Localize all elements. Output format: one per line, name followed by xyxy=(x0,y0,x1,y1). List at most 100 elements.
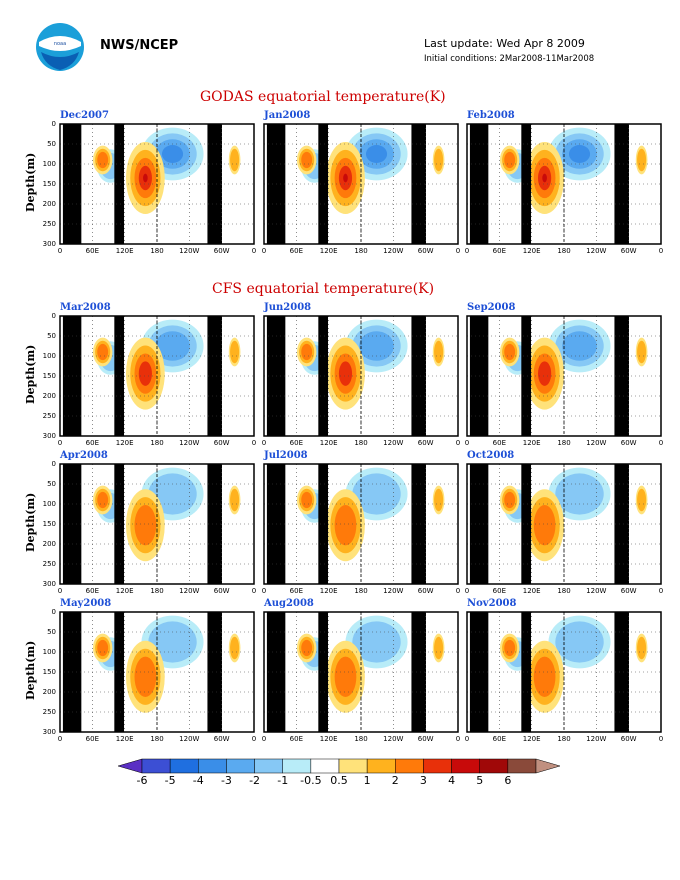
colorbar-label: -4 xyxy=(192,774,204,787)
colorbar-swatch xyxy=(395,758,424,774)
x-tick-label: 0 xyxy=(455,587,461,595)
org-name: NWS/NCEP xyxy=(100,38,179,53)
x-tick-label: 0 xyxy=(464,439,470,447)
warm-anomaly xyxy=(301,639,313,657)
warm-anomaly xyxy=(230,636,240,660)
warm-anomaly xyxy=(637,148,647,172)
x-tick-label: 180 xyxy=(354,439,368,447)
y-tick-label: 300 xyxy=(42,728,56,736)
x-tick-label: 120E xyxy=(319,587,338,595)
panel-title: Jun2008 xyxy=(264,302,312,313)
x-tick-label: 180 xyxy=(354,587,368,595)
x-tick-label: 0 xyxy=(455,247,461,255)
x-tick-label: 0 xyxy=(464,587,470,595)
y-tick-label: 200 xyxy=(42,200,56,208)
x-tick-label: 120W xyxy=(586,439,607,447)
y-tick-label: 200 xyxy=(42,688,56,696)
x-tick-label: 60W xyxy=(213,439,230,447)
warm-anomaly xyxy=(97,639,109,657)
x-tick-label: 120W xyxy=(383,439,404,447)
land-mask xyxy=(207,124,222,244)
warm-anomaly xyxy=(134,505,157,546)
warm-anomaly xyxy=(434,488,444,512)
colorbar-low-arrow xyxy=(118,758,143,774)
y-tick-label: 300 xyxy=(42,240,56,248)
noaa-logo: noaa xyxy=(36,23,84,71)
y-tick-label: 100 xyxy=(42,160,56,168)
colorbar-swatch xyxy=(198,758,227,774)
x-tick-label: 60E xyxy=(492,735,506,743)
x-tick-label: 120E xyxy=(115,247,134,255)
land-mask xyxy=(318,124,329,244)
x-tick-label: 60E xyxy=(492,439,506,447)
warm-anomaly xyxy=(230,148,240,172)
heatmap-panel xyxy=(466,315,662,437)
warm-anomaly xyxy=(143,173,148,183)
x-tick-label: 0 xyxy=(464,247,470,255)
x-tick-label: 60E xyxy=(492,247,506,255)
y-tick-label: 50 xyxy=(47,332,56,340)
x-tick-label: 0 xyxy=(57,735,63,743)
y-tick-label: 200 xyxy=(42,540,56,548)
panel-title: Oct2008 xyxy=(467,450,515,461)
warm-anomaly xyxy=(538,361,552,386)
cool-anomaly xyxy=(562,331,597,361)
warm-anomaly xyxy=(504,343,516,361)
x-tick-label: 180 xyxy=(150,439,164,447)
y-tick-label: 0 xyxy=(51,608,56,616)
x-tick-label: 60W xyxy=(620,587,637,595)
x-tick-label: 0 xyxy=(658,587,664,595)
warm-anomaly xyxy=(97,151,109,169)
x-tick-label: 0 xyxy=(464,735,470,743)
panel-title: May2008 xyxy=(60,598,112,609)
x-tick-label: 120E xyxy=(522,735,541,743)
y-axis-label: Depth(m) xyxy=(24,640,37,700)
x-tick-label: 60E xyxy=(289,735,303,743)
land-mask xyxy=(318,464,329,584)
x-tick-label: 180 xyxy=(354,735,368,743)
panel-title: Apr2008 xyxy=(60,450,108,461)
colorbar-swatch xyxy=(310,758,340,774)
warm-anomaly xyxy=(434,148,444,172)
land-mask xyxy=(411,464,426,584)
x-tick-label: 60E xyxy=(289,439,303,447)
x-tick-label: 60W xyxy=(417,439,434,447)
x-tick-label: 120E xyxy=(319,439,338,447)
panel-frame xyxy=(466,315,662,437)
y-tick-label: 150 xyxy=(42,520,56,528)
panel-frame xyxy=(466,123,662,245)
y-tick-label: 300 xyxy=(42,432,56,440)
warm-anomaly xyxy=(338,361,353,386)
x-tick-label: 180 xyxy=(557,587,571,595)
warm-anomaly xyxy=(301,343,313,361)
x-tick-label: 0 xyxy=(261,247,267,255)
y-tick-label: 0 xyxy=(51,120,56,128)
x-tick-label: 120W xyxy=(383,735,404,743)
colorbar-label: -6 xyxy=(136,774,148,787)
land-mask xyxy=(521,612,532,732)
x-tick-label: 0 xyxy=(251,439,257,447)
warm-anomaly xyxy=(637,340,647,364)
x-tick-label: 0 xyxy=(57,247,63,255)
warm-anomaly xyxy=(230,340,240,364)
colorbar-label: 3 xyxy=(419,774,427,787)
y-tick-label: 100 xyxy=(42,352,56,360)
warm-anomaly xyxy=(334,505,357,546)
land-mask xyxy=(114,124,125,244)
warm-anomaly xyxy=(301,151,313,169)
y-tick-label: 100 xyxy=(42,648,56,656)
land-mask xyxy=(411,612,426,732)
cool-anomaly xyxy=(161,145,184,163)
cool-anomaly xyxy=(568,145,591,163)
x-tick-label: 60W xyxy=(213,735,230,743)
land-mask xyxy=(521,464,532,584)
x-tick-label: 60W xyxy=(417,735,434,743)
x-tick-label: 0 xyxy=(57,587,63,595)
land-mask xyxy=(614,124,629,244)
warm-anomaly xyxy=(230,488,240,512)
warm-anomaly xyxy=(504,491,516,509)
y-tick-label: 0 xyxy=(51,460,56,468)
last-update: Last update: Wed Apr 8 2009 xyxy=(424,37,585,50)
y-tick-label: 150 xyxy=(42,180,56,188)
x-tick-label: 0 xyxy=(261,587,267,595)
